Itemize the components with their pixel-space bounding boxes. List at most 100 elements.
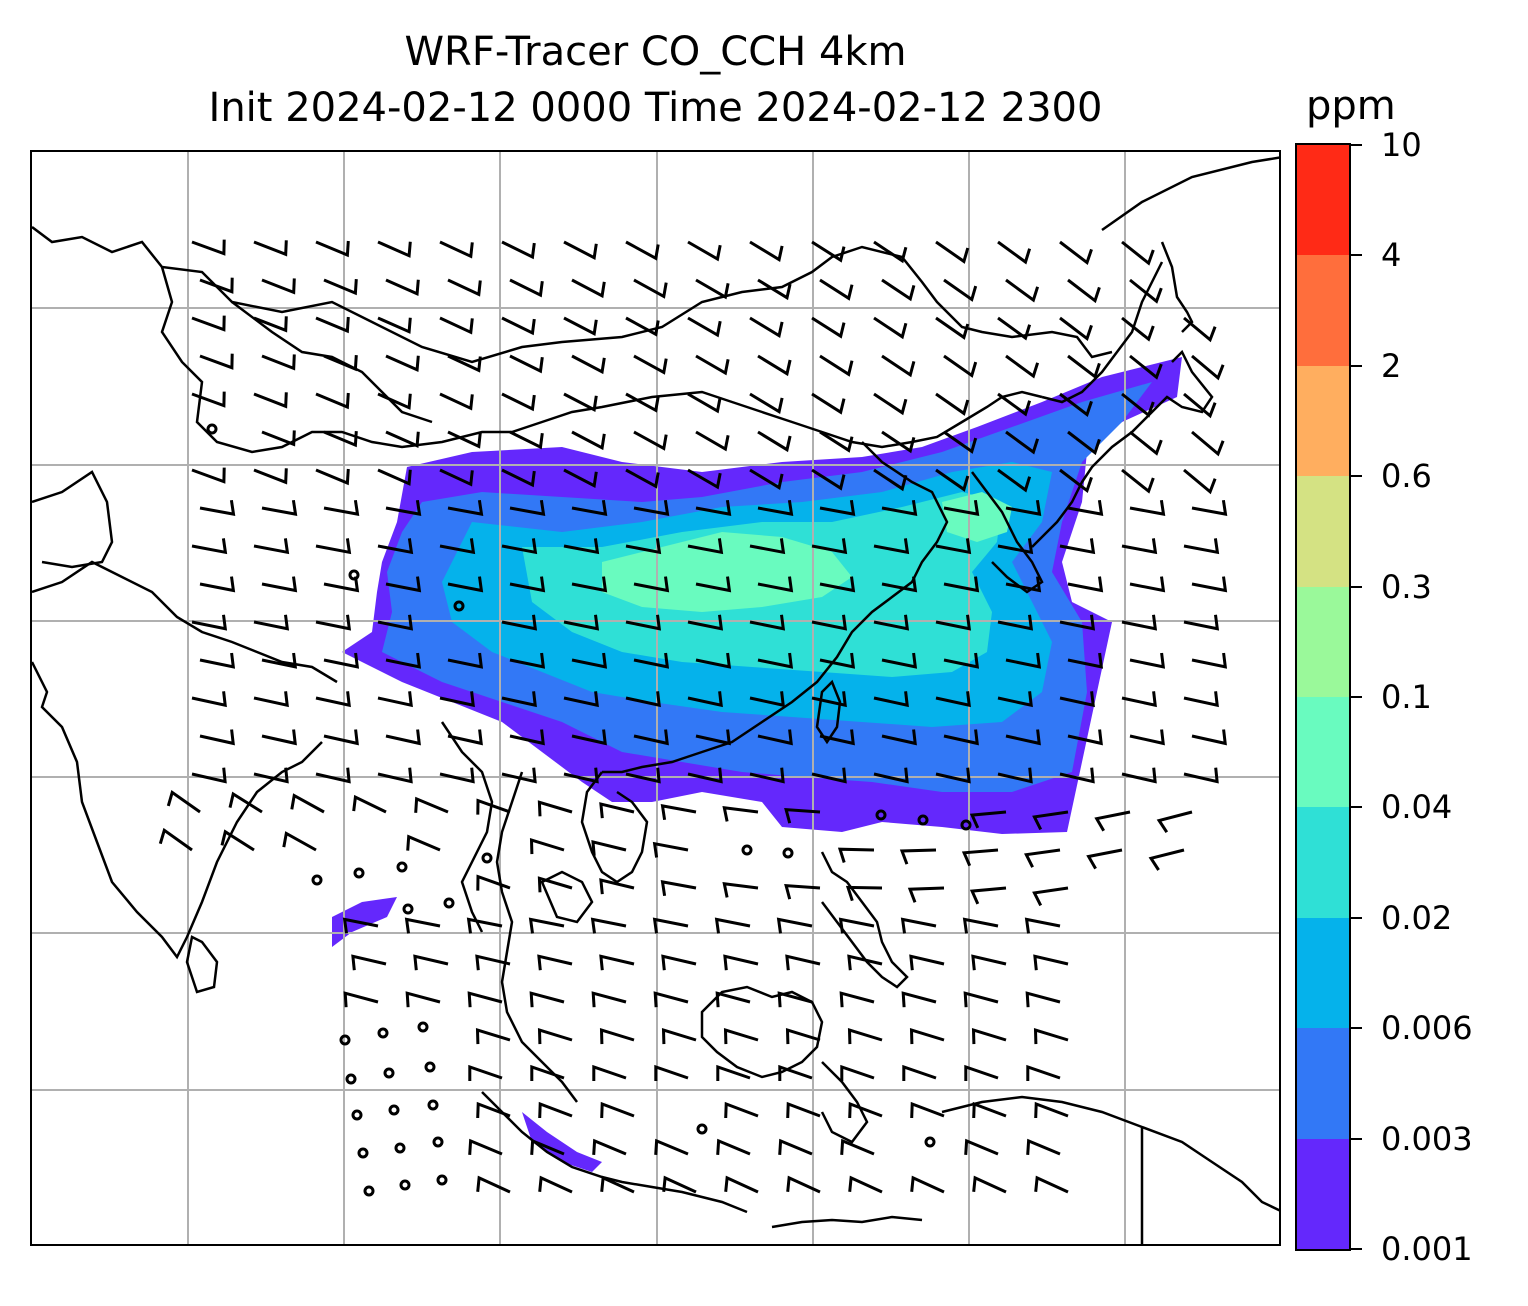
wind-barb xyxy=(723,1028,759,1045)
wind-barb xyxy=(253,468,288,485)
wind-barb xyxy=(1059,468,1093,494)
wind-barb xyxy=(716,1064,751,1081)
wind-barb xyxy=(538,1175,573,1194)
wind-barb xyxy=(1033,1028,1069,1045)
wind-barb xyxy=(315,392,350,410)
wind-barb xyxy=(191,614,228,631)
calm-wind-marker xyxy=(417,1021,429,1033)
wind-barb xyxy=(253,240,288,257)
wind-barb xyxy=(749,538,786,555)
wind-barb xyxy=(847,1028,883,1045)
calm-wind-marker xyxy=(960,819,972,831)
wind-barb xyxy=(819,652,856,669)
wind-barb xyxy=(191,315,226,332)
tracer-contour xyxy=(942,492,1012,542)
wind-barb xyxy=(1129,499,1166,516)
wind-barb xyxy=(633,729,669,746)
wind-barb xyxy=(819,576,856,593)
wind-barb xyxy=(1067,354,1101,380)
wind-barb xyxy=(687,316,722,338)
wind-barb xyxy=(261,278,296,295)
wind-barb xyxy=(439,691,475,708)
colorbar-segment xyxy=(1297,145,1349,256)
calm-wind-marker xyxy=(741,844,753,856)
wind-barb xyxy=(439,468,474,487)
wind-barb xyxy=(969,810,1007,829)
colorbar-tick xyxy=(1351,475,1362,478)
wind-barb xyxy=(652,841,689,858)
wind-barb xyxy=(592,1064,627,1081)
wind-barb xyxy=(1067,430,1101,456)
wind-barb xyxy=(590,917,627,934)
wind-barb xyxy=(997,240,1032,265)
wind-barb xyxy=(786,1175,821,1194)
colorbar-tick-label: 0.001 xyxy=(1381,1230,1473,1268)
colorbar-segment xyxy=(1297,586,1349,697)
wind-barb xyxy=(778,1064,813,1081)
wind-barb xyxy=(997,691,1033,708)
wind-barb xyxy=(323,430,358,448)
wind-barb xyxy=(1191,499,1228,516)
wind-barb xyxy=(997,614,1034,631)
wind-barb xyxy=(323,652,360,669)
wind-barb xyxy=(1129,729,1165,746)
wind-barb xyxy=(447,729,483,746)
wind-barb xyxy=(757,729,793,746)
colorbar-tick xyxy=(1351,1248,1362,1250)
wind-barb xyxy=(439,767,475,784)
wind-barb xyxy=(935,240,970,264)
wind-barb xyxy=(1067,652,1104,669)
wind-barb xyxy=(848,1101,883,1119)
colorbar-tick-label: 0.003 xyxy=(1381,1119,1473,1158)
wind-barb xyxy=(819,354,854,377)
wind-barb xyxy=(687,614,724,631)
wind-barb xyxy=(261,499,298,516)
wind-barb xyxy=(625,767,661,784)
wind-barb xyxy=(191,691,227,708)
wind-barb xyxy=(191,767,227,784)
wind-barb xyxy=(785,1028,821,1045)
wind-barb xyxy=(660,804,697,821)
wind-barb xyxy=(778,1138,813,1156)
wind-barb xyxy=(935,691,971,708)
wind-barb xyxy=(385,430,420,449)
wind-barb xyxy=(716,1138,751,1156)
wind-barb xyxy=(935,468,970,492)
wind-barb xyxy=(873,240,908,264)
wind-barb xyxy=(1121,691,1157,708)
wind-barb xyxy=(972,1101,1007,1119)
colorbar-tick xyxy=(1351,254,1362,257)
wind-barb xyxy=(695,354,730,376)
wind-barb xyxy=(811,468,846,491)
map-panel xyxy=(30,150,1281,1246)
wind-barb xyxy=(323,729,359,746)
calm-wind-marker xyxy=(363,1185,375,1197)
wind-barb xyxy=(385,729,421,746)
colorbar-segment xyxy=(1297,806,1349,918)
wind-barb xyxy=(1129,652,1166,669)
wind-barb xyxy=(377,316,412,334)
wind-barb xyxy=(881,576,918,593)
wind-barb xyxy=(652,917,689,934)
wind-barb xyxy=(600,1175,635,1194)
wind-barb xyxy=(997,538,1034,555)
colorbar-tick xyxy=(1351,916,1362,919)
wind-barb xyxy=(537,876,573,893)
wind-barb xyxy=(881,430,916,454)
calm-wind-marker xyxy=(311,874,323,886)
wind-barb xyxy=(687,392,722,414)
colorbar-tick xyxy=(1351,696,1362,698)
wind-barb xyxy=(404,917,441,934)
wind-barb xyxy=(749,691,785,708)
wind-barb xyxy=(1121,240,1155,266)
wind-barb xyxy=(1191,576,1228,593)
wind-barb xyxy=(439,240,474,259)
wind-barb xyxy=(943,499,980,516)
wind-barb xyxy=(1121,538,1158,555)
wind-barb xyxy=(660,880,697,897)
wind-barb xyxy=(476,798,511,815)
wind-barb xyxy=(323,576,360,593)
wind-barb xyxy=(1191,652,1228,669)
wind-barb xyxy=(662,1175,697,1194)
wind-barb xyxy=(1129,430,1163,456)
